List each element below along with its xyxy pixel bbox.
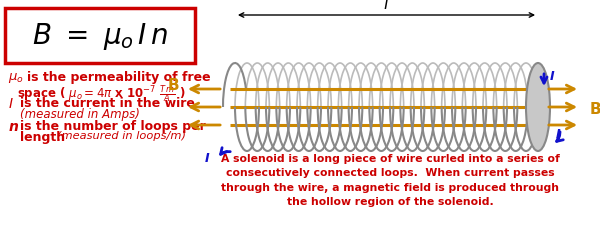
FancyBboxPatch shape — [5, 9, 195, 64]
Text: is the number of loops per: is the number of loops per — [20, 119, 206, 132]
Text: is the permeability of free: is the permeability of free — [27, 71, 211, 84]
Text: I: I — [550, 70, 554, 83]
Ellipse shape — [526, 64, 550, 151]
Text: I: I — [205, 151, 209, 164]
Text: space ( $\mu_o = 4\pi$ x 10$^{-7}$ $\frac{T\,m}{A}$ ): space ( $\mu_o = 4\pi$ x 10$^{-7}$ $\fra… — [17, 83, 186, 104]
Text: is the current in the wire: is the current in the wire — [20, 97, 195, 110]
Text: $\boldsymbol{\mathit{I}}$: $\boldsymbol{\mathit{I}}$ — [8, 97, 14, 110]
Text: B: B — [167, 78, 179, 93]
Text: B: B — [590, 102, 600, 117]
Text: $\boldsymbol{\mu_o}$: $\boldsymbol{\mu_o}$ — [8, 71, 24, 85]
Text: (measured in Amps): (measured in Amps) — [20, 108, 140, 120]
Text: $B\ =\ \mu_o\, I\, n$: $B\ =\ \mu_o\, I\, n$ — [32, 21, 168, 52]
Text: $\boldsymbol{n}$: $\boldsymbol{n}$ — [8, 119, 19, 133]
Text: I: I — [556, 127, 560, 140]
Text: $\it{l}$: $\it{l}$ — [383, 0, 390, 13]
Text: length: length — [20, 130, 70, 143]
Text: (measured in loops/m): (measured in loops/m) — [57, 130, 186, 140]
Text: A solenoid is a long piece of wire curled into a series of
consecutively connect: A solenoid is a long piece of wire curle… — [221, 153, 559, 206]
